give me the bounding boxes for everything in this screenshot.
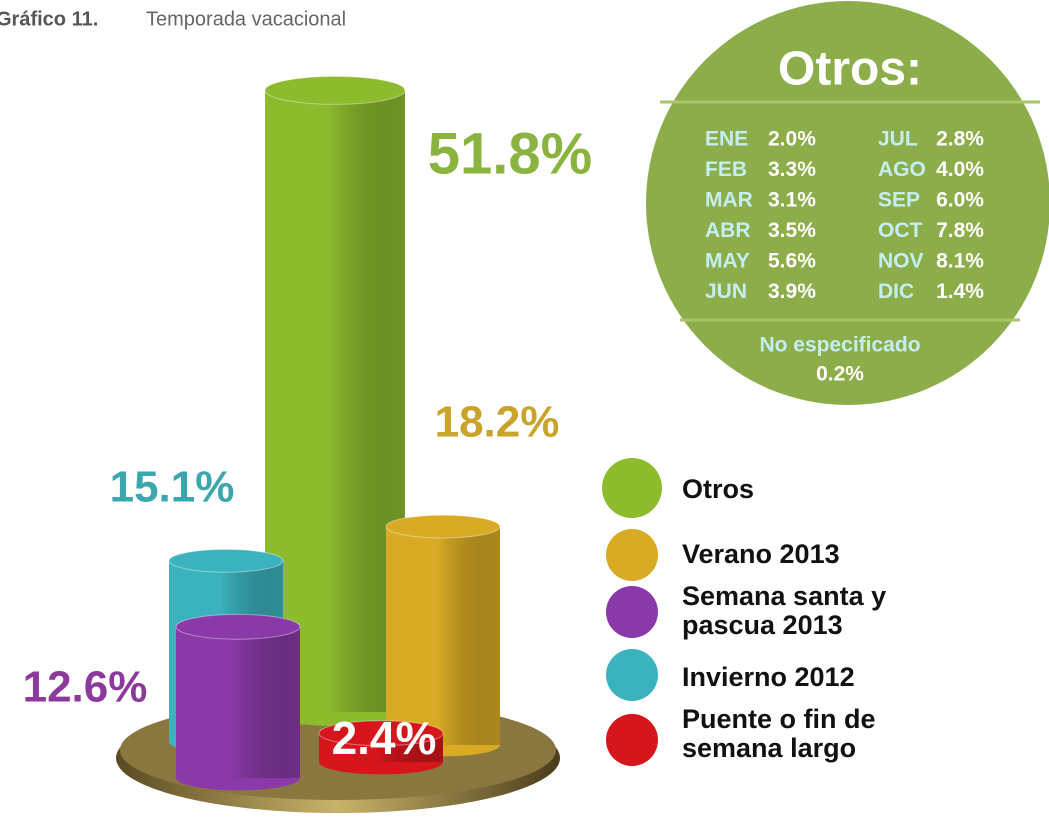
inset-note-value: 0.2% — [816, 363, 864, 386]
inset-item-label: OCT — [878, 219, 923, 242]
value-label: 18.2% — [435, 398, 560, 447]
legend-swatch — [606, 529, 658, 581]
bar-top — [318, 720, 444, 747]
bar-top — [264, 75, 406, 105]
inset-item-label: ABR — [705, 219, 751, 242]
legend-label: Verano 2013 — [682, 539, 840, 569]
legend-label: Invierno 2012 — [682, 662, 855, 692]
inset-note-label: No especificado — [759, 334, 920, 357]
inset-item-value: 4.0% — [936, 158, 984, 181]
legend-swatch — [606, 649, 658, 701]
legend-swatch — [606, 586, 658, 638]
value-label: 15.1% — [110, 463, 235, 512]
inset-item-label: AGO — [878, 158, 926, 181]
inset-item-value: 3.3% — [768, 158, 816, 181]
bar-top — [385, 514, 501, 539]
legend-label: Semana santa y pascua 2013 — [682, 581, 887, 640]
inset-item-value: 5.6% — [768, 250, 816, 273]
bar-shade — [265, 90, 405, 712]
legend-swatch — [602, 458, 662, 518]
value-label: 2.4% — [332, 712, 437, 764]
inset-item-value: 2.8% — [936, 128, 984, 151]
inset-items: ENE 2.0% FEB 3.3% MAR 3.1% ABR 3.5% MAY 5.6% JUN 3.… — [705, 128, 984, 304]
legend-swatch — [606, 714, 658, 766]
inset-item-label: MAY — [705, 250, 750, 273]
inset-title: Otros: — [778, 43, 922, 96]
inset-item-label: JUL — [878, 128, 918, 151]
value-label: 51.8% — [428, 121, 592, 186]
inset-item-value: 3.1% — [768, 189, 816, 212]
legend-label: Puente o fin de semana largo — [682, 704, 876, 763]
inset-item-label: FEB — [705, 158, 747, 181]
inset-item-value: 1.4% — [936, 280, 984, 303]
inset-item-label: SEP — [878, 189, 920, 212]
bar-top — [168, 548, 284, 573]
bar-top — [175, 613, 301, 640]
value-label: 12.6% — [23, 663, 148, 712]
inset-item-value: 6.0% — [936, 189, 984, 212]
inset-item-value: 3.9% — [768, 280, 816, 303]
inset-item-label: ENE — [705, 128, 748, 151]
figure-label: Gráfico 11. — [0, 8, 98, 30]
inset-item-label: DIC — [878, 280, 914, 303]
bar-shade — [386, 526, 500, 745]
inset-item-label: JUN — [705, 280, 747, 303]
inset-item-value: 3.5% — [768, 219, 816, 242]
inset-item-value: 7.8% — [936, 219, 984, 242]
chart-title: Temporada vacacional — [146, 8, 346, 30]
bar-shade — [176, 626, 300, 778]
inset-item-label: NOV — [878, 250, 924, 273]
legend-label: Otros — [682, 474, 755, 504]
legend — [602, 458, 662, 766]
bars — [168, 75, 501, 791]
inset-item-value: 8.1% — [936, 250, 984, 273]
inset-item-label: MAR — [705, 189, 753, 212]
inset-item-value: 2.0% — [768, 128, 816, 151]
